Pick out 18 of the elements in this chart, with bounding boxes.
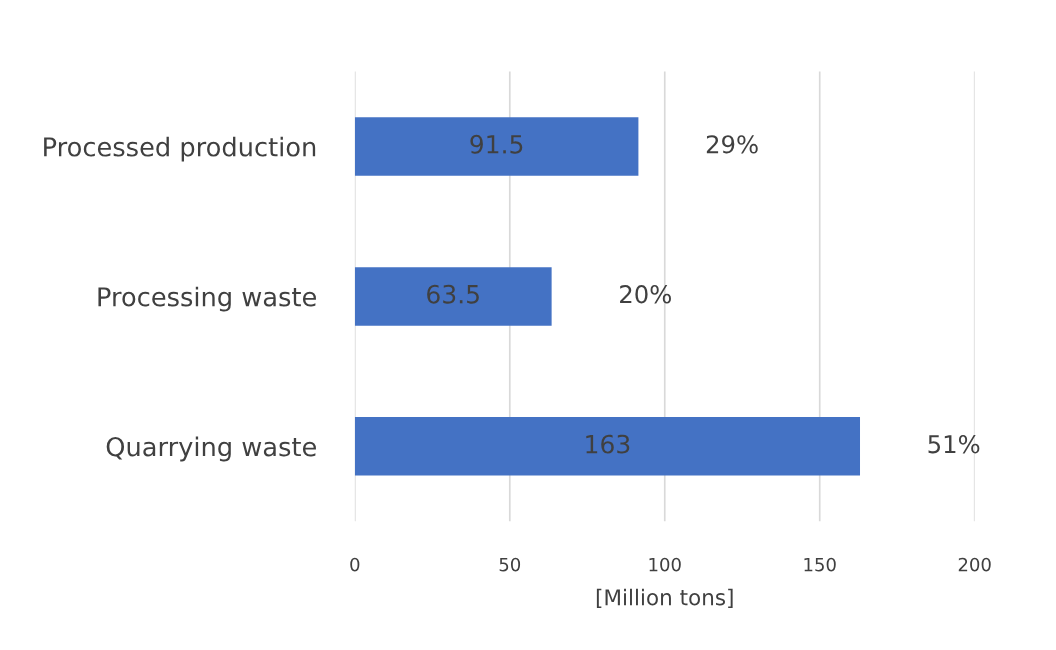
x-tick-label: 0 [350, 557, 360, 572]
bar [354, 117, 639, 176]
x-tick-label: 200 [958, 557, 991, 572]
data-label: 63.5 [427, 284, 479, 304]
x-axis-title: [Million tons] [596, 588, 733, 608]
x-tick-label: 50 [499, 557, 521, 572]
bar [354, 267, 552, 326]
x-tick-label: 100 [649, 557, 681, 572]
x-tick-label: 150 [804, 557, 836, 572]
data-label: 91.5 [470, 134, 523, 154]
annotation: 51% [928, 435, 980, 454]
annotation: 29% [706, 135, 758, 154]
bar [354, 417, 861, 476]
annotation: 20% [620, 285, 671, 304]
data-label: 163 [586, 434, 630, 454]
y-tick-label: Processing waste [98, 286, 316, 312]
y-tick-label: Processed production [44, 136, 316, 162]
y-tick-label: Quarrying waste [106, 436, 316, 462]
